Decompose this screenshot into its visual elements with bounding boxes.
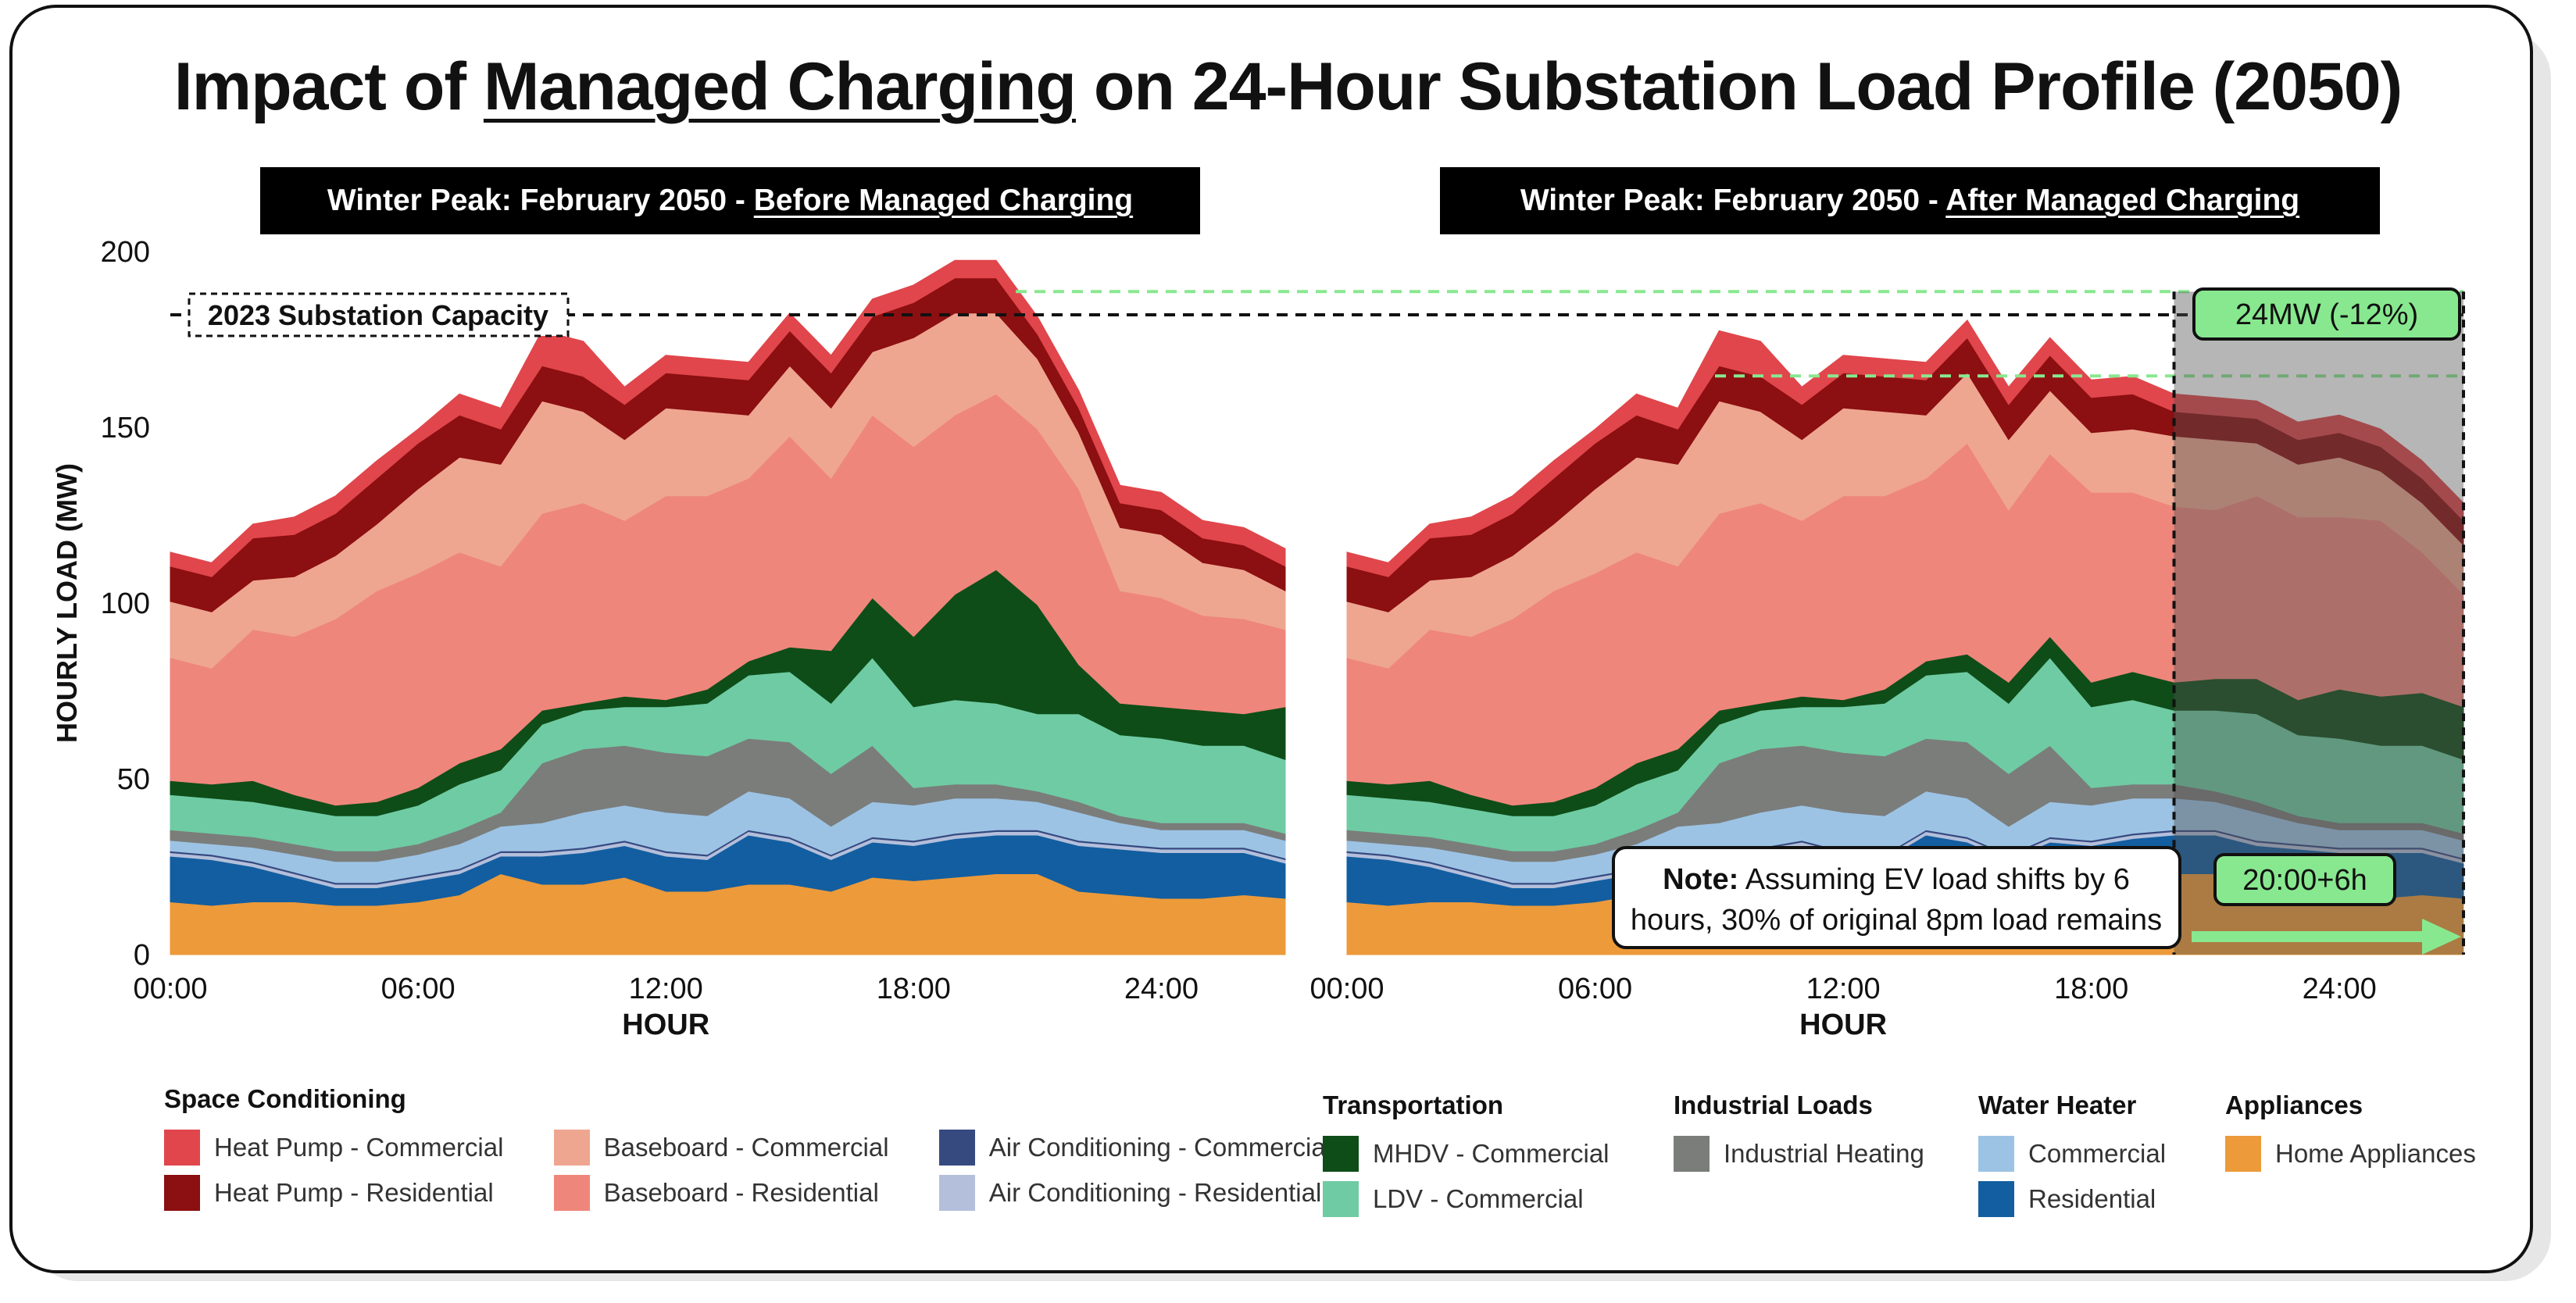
shift-arrow [2192, 919, 2461, 955]
x-tick-label: 00:00 [1309, 973, 1384, 1005]
legend-item: Home Appliances [2225, 1131, 2476, 1176]
title-pre: Impact of [173, 49, 484, 124]
legend-label: Air Conditioning - Residential [988, 1178, 1322, 1207]
legend-label: Baseboard - Residential [603, 1178, 879, 1207]
x-tick-label: 18:00 [877, 973, 951, 1005]
legend-item: Air Conditioning - Residential [938, 1170, 1331, 1216]
legend-label: Baseboard - Commercial [603, 1133, 889, 1162]
left-panel-banner: Winter Peak: February 2050 - Before Mana… [260, 167, 1200, 234]
legend-swatch [164, 1130, 200, 1166]
legend-item: Commercial [1978, 1131, 2166, 1176]
left-banner-underlined: Before Managed Charging [753, 184, 1134, 217]
legend-label: Air Conditioning - Commercial [988, 1133, 1332, 1162]
reduction-badge: 24MW (-12%) [2192, 287, 2461, 341]
legend-swatch [1978, 1136, 2014, 1172]
legend-item: Residential [1978, 1176, 2166, 1222]
legend-item: MHDV - Commercial [1323, 1131, 1610, 1176]
y-tick-label: 50 [117, 763, 150, 796]
chart-panel-1: 0 50 100 150 200 HOURLY LOAD (MW) 00:00 06:00 12… [51, 236, 1286, 1041]
legend-heading: Appliances [2225, 1091, 2363, 1119]
x-axis-label: HOUR [622, 1008, 709, 1041]
right-banner-underlined: After Managed Charging [1945, 184, 2300, 217]
legend-swatch [1978, 1181, 2014, 1217]
legend-appliances: Appliances Home Appliances [2225, 1091, 2476, 1176]
x-tick-label: 12:00 [629, 973, 703, 1005]
legend-space-conditioning: Space Conditioning Heat Pump - Commercia… [164, 1084, 1374, 1216]
note-box: Note: Assuming EV load shifts by 6 hours,… [1612, 846, 2181, 949]
left-banner-prefix: Winter Peak: February 2050 - [327, 184, 754, 217]
y-tick-label: 0 [134, 939, 150, 972]
legend-label: Home Appliances [2275, 1139, 2476, 1168]
legend-heading: Space Conditioning [164, 1084, 406, 1113]
legend-swatch [1323, 1136, 1359, 1172]
x-tick-label: 06:00 [381, 973, 456, 1005]
legend-swatch [164, 1175, 200, 1211]
x-axis-label: HOUR [1799, 1008, 1887, 1041]
legend-label: Heat Pump - Commercial [214, 1133, 504, 1162]
svg-text:24MW (-12%): 24MW (-12%) [2235, 298, 2418, 331]
legend-label: LDV - Commercial [1373, 1184, 1584, 1213]
x-tick-label: 18:00 [2054, 973, 2128, 1005]
legend-swatch [553, 1130, 590, 1166]
title-underlined: Managed Charging [483, 49, 1077, 124]
legend-heading: Industrial Loads [1674, 1091, 1873, 1119]
legend-swatch [1674, 1136, 1710, 1172]
legend-heading: Transportation [1323, 1091, 1504, 1119]
title-post: on 24-Hour Substation Load Profile (2050… [1075, 49, 2403, 124]
legend-industrial-loads: Industrial Loads Industrial Heating [1674, 1091, 1924, 1176]
legend-item: Industrial Heating [1674, 1131, 1924, 1176]
legend-swatch [938, 1130, 975, 1166]
legend-item: Baseboard - Residential [553, 1170, 889, 1216]
legend-item: Baseboard - Commercial [553, 1125, 889, 1170]
shifted-load-shade [2174, 291, 2463, 955]
legend-heading: Water Heater [1978, 1091, 2137, 1119]
right-panel-banner: Winter Peak: February 2050 - After Manag… [1440, 167, 2380, 234]
y-tick-label: 100 [101, 587, 150, 620]
svg-text:2023 Substation Capacity: 2023 Substation Capacity [208, 299, 548, 331]
legend-column: Heat Pump - Commercial Heat Pump - Resid… [164, 1125, 503, 1216]
legend-swatch [2225, 1136, 2261, 1172]
legend-label: MHDV - Commercial [1373, 1139, 1610, 1168]
legend-water-heater: Water Heater Commercial Residential [1978, 1091, 2166, 1222]
y-tick-label: 150 [101, 412, 150, 444]
legend-label: Industrial Heating [1724, 1139, 1924, 1168]
y-axis-label: HOURLY LOAD (MW) [51, 463, 83, 743]
legend-label: Residential [2028, 1184, 2156, 1213]
y-tick-label: 200 [101, 236, 150, 269]
x-tick-label: 24:00 [2303, 973, 2377, 1005]
legend-column: Air Conditioning - Commercial Air Condit… [938, 1125, 1332, 1216]
shift-badge: 20:00+6h [2213, 853, 2396, 906]
svg-text:20:00+6h: 20:00+6h [2242, 864, 2367, 897]
legend-item: Heat Pump - Residential [164, 1170, 503, 1216]
x-tick-label: 00:00 [133, 973, 207, 1005]
legend-swatch [938, 1175, 975, 1211]
legend-column: Baseboard - Commercial Baseboard - Resid… [553, 1125, 889, 1216]
legend-item: Heat Pump - Commercial [164, 1125, 503, 1170]
capacity-label: 2023 Substation Capacity [188, 292, 570, 337]
x-tick-label: 24:00 [1124, 973, 1199, 1005]
legend-label: Commercial [2028, 1139, 2167, 1168]
x-tick-label: 12:00 [1806, 973, 1881, 1005]
x-tick-label: 06:00 [1558, 973, 1632, 1005]
legend-swatch [1323, 1181, 1359, 1217]
legend-swatch [553, 1175, 590, 1211]
svg-text:hours, 30% of original 8pm loa: hours, 30% of original 8pm load remains [1631, 904, 2162, 937]
legend-transportation: Transportation MHDV - Commercial LDV - C… [1323, 1091, 1610, 1222]
right-banner-prefix: Winter Peak: February 2050 - [1520, 184, 1946, 217]
legend-item: LDV - Commercial [1323, 1176, 1610, 1222]
legend-label: Heat Pump - Residential [214, 1178, 494, 1207]
legend-item: Air Conditioning - Commercial [938, 1125, 1332, 1170]
chart-title: Impact of Managed Charging on 24-Hour Su… [0, 48, 2576, 126]
svg-text:Note: Assuming EV load shifts: Note: Assuming EV load shifts by 6 [1663, 863, 2130, 896]
